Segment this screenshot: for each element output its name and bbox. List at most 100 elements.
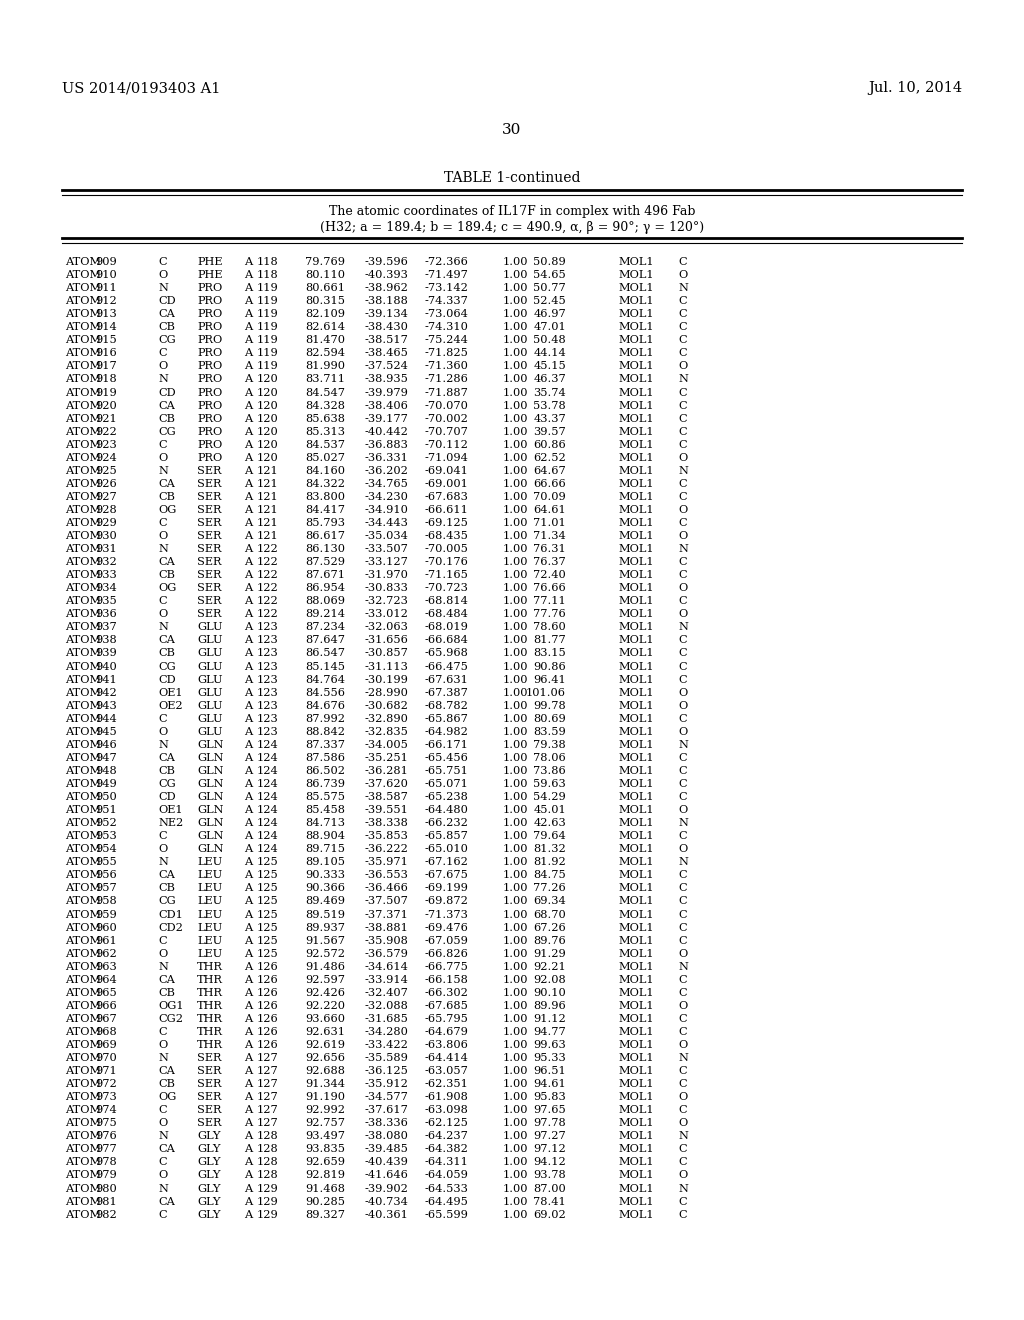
Text: C: C [158, 832, 167, 841]
Text: GLN: GLN [197, 805, 223, 814]
Text: 124: 124 [256, 739, 278, 750]
Text: -30.857: -30.857 [365, 648, 408, 659]
Text: A: A [244, 1080, 252, 1089]
Text: C: C [678, 648, 687, 659]
Text: PRO: PRO [197, 375, 222, 384]
Text: C: C [678, 883, 687, 894]
Text: 1.00: 1.00 [503, 335, 528, 346]
Text: GLU: GLU [197, 661, 222, 672]
Text: A: A [244, 1014, 252, 1024]
Text: MOL1: MOL1 [618, 1001, 653, 1011]
Text: -32.723: -32.723 [365, 597, 408, 606]
Text: MOL1: MOL1 [618, 570, 653, 581]
Text: -66.171: -66.171 [424, 739, 468, 750]
Text: 87.647: 87.647 [305, 635, 345, 645]
Text: SER: SER [197, 544, 221, 554]
Text: 92.819: 92.819 [305, 1171, 345, 1180]
Text: MOL1: MOL1 [618, 282, 653, 293]
Text: -71.825: -71.825 [424, 348, 468, 358]
Text: 35.74: 35.74 [534, 388, 566, 397]
Text: A: A [244, 727, 252, 737]
Text: 1.00: 1.00 [503, 257, 528, 267]
Text: 86.617: 86.617 [305, 531, 345, 541]
Text: -66.775: -66.775 [424, 962, 468, 972]
Text: ATOM: ATOM [65, 936, 101, 945]
Text: -33.422: -33.422 [365, 1040, 408, 1049]
Text: C: C [158, 1105, 167, 1115]
Text: 89.214: 89.214 [305, 610, 345, 619]
Text: 93.497: 93.497 [305, 1131, 345, 1142]
Text: -65.968: -65.968 [424, 648, 468, 659]
Text: -35.034: -35.034 [365, 531, 408, 541]
Text: -28.990: -28.990 [365, 688, 408, 698]
Text: CD: CD [158, 792, 176, 803]
Text: 918: 918 [95, 375, 117, 384]
Text: -36.331: -36.331 [365, 453, 408, 463]
Text: 981: 981 [95, 1197, 117, 1206]
Text: O: O [678, 610, 687, 619]
Text: MOL1: MOL1 [618, 1171, 653, 1180]
Text: CA: CA [158, 635, 175, 645]
Text: ATOM: ATOM [65, 453, 101, 463]
Text: -36.466: -36.466 [365, 883, 408, 894]
Text: 96.51: 96.51 [534, 1067, 566, 1076]
Text: 121: 121 [256, 506, 278, 515]
Text: MOL1: MOL1 [618, 322, 653, 333]
Text: 963: 963 [95, 962, 117, 972]
Text: 1.00: 1.00 [503, 832, 528, 841]
Text: GLU: GLU [197, 701, 222, 710]
Text: 93.78: 93.78 [534, 1171, 566, 1180]
Text: O: O [678, 1118, 687, 1129]
Text: O: O [678, 1092, 687, 1102]
Text: MOL1: MOL1 [618, 557, 653, 568]
Text: C: C [678, 779, 687, 789]
Text: 84.537: 84.537 [305, 440, 345, 450]
Text: 77.11: 77.11 [534, 597, 566, 606]
Text: ATOM: ATOM [65, 923, 101, 932]
Text: 951: 951 [95, 805, 117, 814]
Text: A: A [244, 426, 252, 437]
Text: ATOM: ATOM [65, 557, 101, 568]
Text: 122: 122 [256, 544, 278, 554]
Text: 90.333: 90.333 [305, 870, 345, 880]
Text: 84.322: 84.322 [305, 479, 345, 488]
Text: 86.954: 86.954 [305, 583, 345, 593]
Text: -31.970: -31.970 [365, 570, 408, 581]
Text: LEU: LEU [197, 883, 222, 894]
Text: A: A [244, 296, 252, 306]
Text: 43.37: 43.37 [534, 413, 566, 424]
Text: -37.617: -37.617 [365, 1105, 408, 1115]
Text: -36.579: -36.579 [365, 949, 408, 958]
Text: GLN: GLN [197, 792, 223, 803]
Text: 1.00: 1.00 [503, 282, 528, 293]
Text: SER: SER [197, 479, 221, 488]
Text: O: O [158, 531, 167, 541]
Text: 92.992: 92.992 [305, 1105, 345, 1115]
Text: C: C [678, 257, 687, 267]
Text: 81.77: 81.77 [534, 635, 566, 645]
Text: 90.285: 90.285 [305, 1197, 345, 1206]
Text: 1.00: 1.00 [503, 792, 528, 803]
Text: 89.96: 89.96 [534, 1001, 566, 1011]
Text: -68.435: -68.435 [424, 531, 468, 541]
Text: A: A [244, 610, 252, 619]
Text: 71.34: 71.34 [534, 531, 566, 541]
Text: PRO: PRO [197, 388, 222, 397]
Text: 84.676: 84.676 [305, 701, 345, 710]
Text: ATOM: ATOM [65, 1118, 101, 1129]
Text: 91.12: 91.12 [534, 1014, 566, 1024]
Text: 126: 126 [256, 1027, 278, 1038]
Text: O: O [158, 949, 167, 958]
Text: ATOM: ATOM [65, 1067, 101, 1076]
Text: 1.00: 1.00 [503, 1131, 528, 1142]
Text: 1.00: 1.00 [503, 440, 528, 450]
Text: MOL1: MOL1 [618, 466, 653, 475]
Text: 1.00: 1.00 [503, 362, 528, 371]
Text: PRO: PRO [197, 440, 222, 450]
Text: N: N [158, 466, 168, 475]
Text: 85.575: 85.575 [305, 792, 345, 803]
Text: N: N [158, 375, 168, 384]
Text: O: O [158, 845, 167, 854]
Text: 97.12: 97.12 [534, 1144, 566, 1155]
Text: 89.469: 89.469 [305, 896, 345, 907]
